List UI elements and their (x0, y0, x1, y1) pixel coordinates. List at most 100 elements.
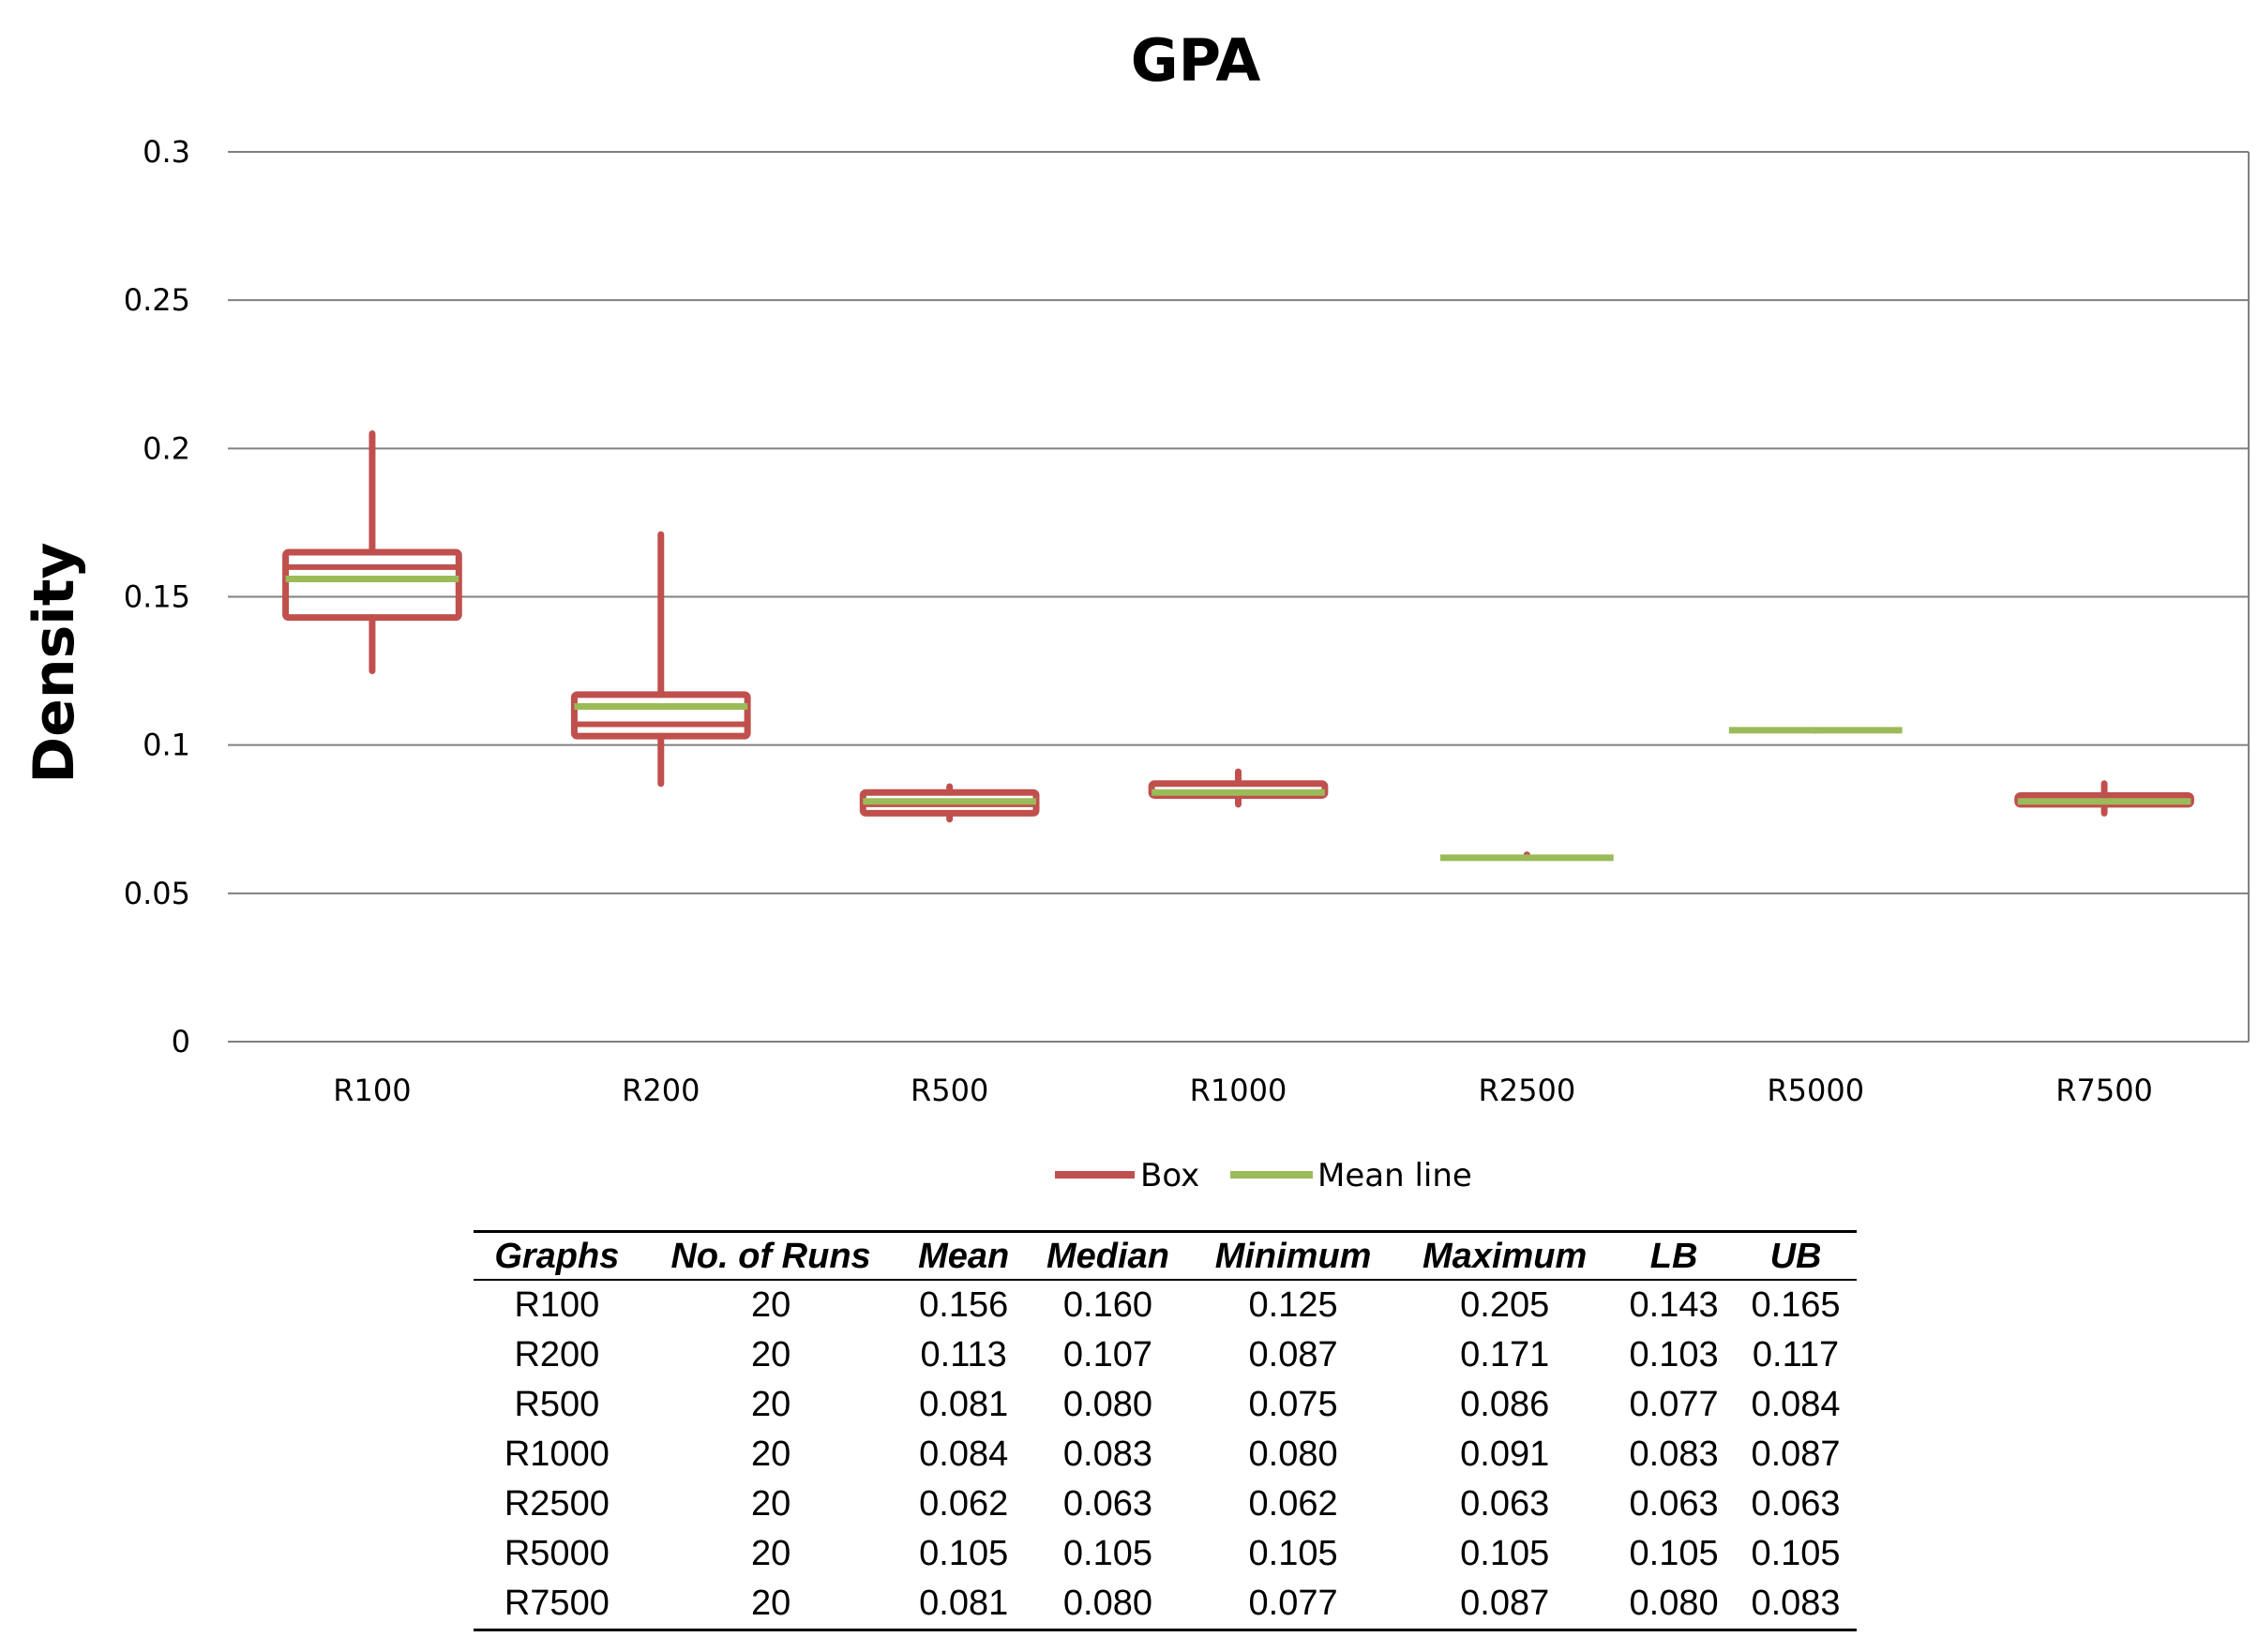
y-tick-label: 0.05 (124, 876, 190, 911)
table-cell: 0.171 (1460, 1335, 1550, 1374)
table-cell: 0.105 (919, 1534, 1009, 1573)
table-cell: 0.087 (1460, 1584, 1550, 1623)
table-cell: 20 (750, 1584, 791, 1623)
chart-title: GPA (1131, 26, 1261, 95)
table-header-cell: No. of Runs (670, 1237, 871, 1276)
table-cell: 20 (750, 1335, 791, 1374)
table-cell: 0.087 (1751, 1434, 1841, 1474)
table-cell: R7500 (504, 1584, 610, 1623)
table-cell: 0.077 (1248, 1584, 1338, 1623)
table-cell: 0.081 (919, 1385, 1009, 1424)
table-row: R100 20 0.156 0.160 0.125 0.205 0.143 0.165 (474, 1280, 1857, 1330)
table-cell: 0.084 (1751, 1385, 1841, 1424)
table-header-cell: Median (1046, 1237, 1169, 1276)
table-cell: 0.105 (1248, 1534, 1338, 1573)
table-cell: 0.113 (920, 1335, 1007, 1374)
table-cell: 0.103 (1629, 1335, 1719, 1374)
table-cell: 0.077 (1629, 1385, 1719, 1424)
table-cell: R200 (514, 1335, 600, 1374)
table-cell: 0.063 (1629, 1484, 1719, 1524)
table-row: R1000 20 0.084 0.083 0.080 0.091 0.083 0.087 (474, 1430, 1857, 1479)
table-header-cell: Minimum (1214, 1237, 1372, 1276)
table-cell: 20 (750, 1285, 791, 1325)
box-r200 (570, 531, 751, 788)
table-cell: R1000 (504, 1434, 610, 1474)
legend-mean-label: Mean line (1317, 1157, 1472, 1194)
table-header-row: Graphs No. of Runs Mean Median Minimum Maximu… (474, 1231, 1857, 1280)
table-cell: 0.105 (1629, 1534, 1719, 1573)
table-cell: 0.105 (1460, 1534, 1550, 1573)
table-cell: 20 (750, 1534, 791, 1573)
x-tick-label: R500 (911, 1073, 988, 1108)
table-cell: 0.083 (1629, 1434, 1719, 1474)
table-header-cell: UB (1769, 1237, 1822, 1276)
x-tick-label: R2500 (1479, 1073, 1576, 1108)
table-cell: 0.084 (919, 1434, 1009, 1474)
box-r1000 (1148, 768, 1329, 808)
table-cell: 0.083 (1751, 1584, 1841, 1623)
table-cell: R2500 (504, 1484, 610, 1524)
box-body (570, 691, 751, 740)
table-cell: 0.062 (919, 1484, 1009, 1524)
y-tick-label: 0.15 (124, 579, 190, 615)
table-cell: 0.063 (1460, 1484, 1550, 1524)
table-cell: 0.160 (1062, 1285, 1152, 1325)
table-header-cell: LB (1649, 1237, 1698, 1276)
table-row: R200 20 0.113 0.107 0.087 0.171 0.103 0.117 (474, 1330, 1857, 1380)
y-tick-label: 0.2 (143, 430, 190, 466)
table-cell: 0.063 (1751, 1484, 1841, 1524)
legend-box-label: Box (1140, 1157, 1199, 1194)
box-series (282, 430, 2194, 862)
table-cell: 0.165 (1751, 1285, 1841, 1325)
table-cell: 0.080 (1629, 1584, 1719, 1623)
x-tick-labels: R100 R200 R500 R1000 R2500 R5000 R7500 (333, 1073, 2153, 1108)
table-cell: 0.105 (1062, 1534, 1152, 1573)
table-cell: 20 (750, 1484, 791, 1524)
table-cell: 0.080 (1062, 1584, 1152, 1623)
table-row: R5000 20 0.105 0.105 0.105 0.105 0.105 0.105 (474, 1529, 1857, 1579)
legend: Box Mean line (1055, 1157, 1472, 1194)
mean-line-series (285, 576, 2191, 862)
y-axis-label: Density (22, 542, 87, 783)
table-cell: 0.063 (1062, 1484, 1152, 1524)
x-tick-label: R200 (622, 1073, 700, 1108)
table-cell: 0.087 (1248, 1335, 1338, 1374)
table-cell: 0.107 (1062, 1335, 1152, 1374)
table-cell: R5000 (504, 1534, 610, 1573)
box-body (282, 548, 462, 622)
x-tick-label: R1000 (1190, 1073, 1287, 1108)
table-row: R2500 20 0.062 0.063 0.062 0.063 0.063 0.063 (474, 1479, 1857, 1529)
table-cell: 0.105 (1751, 1534, 1841, 1573)
table-cell: 0.080 (1248, 1434, 1338, 1474)
table-cell: 20 (750, 1434, 791, 1474)
table-cell: 0.156 (919, 1285, 1009, 1325)
table-cell: R500 (514, 1385, 600, 1424)
box-plot-chart: GPA Density 00.050.10.150.20.250.3 R100 R… (22, 26, 2250, 1194)
table-cell: 0.080 (1062, 1385, 1152, 1424)
statistics-table: Graphs No. of Runs Mean Median Minimum Maximu… (474, 1230, 1857, 1631)
table-row: R500 20 0.081 0.080 0.075 0.086 0.077 0.084 (474, 1380, 1857, 1430)
x-tick-label: R7500 (2055, 1073, 2153, 1108)
y-tick-label: 0.25 (124, 282, 190, 318)
table-cell: 0.125 (1248, 1285, 1338, 1325)
table-header-cell: Maximum (1423, 1237, 1588, 1276)
table-cell: 0.062 (1248, 1484, 1338, 1524)
table-body: R100 20 0.156 0.160 0.125 0.205 0.143 0.165 R200… (474, 1280, 1857, 1630)
table-cell: 0.143 (1629, 1285, 1719, 1325)
table-cell: 0.075 (1248, 1385, 1338, 1424)
x-tick-label: R100 (333, 1073, 411, 1108)
table-cell: 0.086 (1460, 1385, 1550, 1424)
y-tick-label: 0.1 (143, 728, 190, 763)
x-tick-label: R5000 (1767, 1073, 1864, 1108)
table-cell: 20 (750, 1385, 791, 1424)
table-cell: R100 (514, 1285, 600, 1325)
box-r100 (282, 430, 462, 675)
y-tick-label: 0.3 (143, 134, 190, 170)
table-cell: 0.091 (1460, 1434, 1550, 1474)
table-cell: 0.205 (1460, 1285, 1550, 1325)
table-cell: 0.081 (919, 1584, 1009, 1623)
y-tick-label: 0 (172, 1024, 190, 1059)
table-row: R7500 20 0.081 0.080 0.077 0.087 0.080 0.083 (474, 1579, 1857, 1630)
y-tick-labels: 0 0.05 0.1 0.15 0.2 0.25 0.3 (124, 134, 190, 1059)
table-header-cell: Graphs (494, 1237, 620, 1276)
